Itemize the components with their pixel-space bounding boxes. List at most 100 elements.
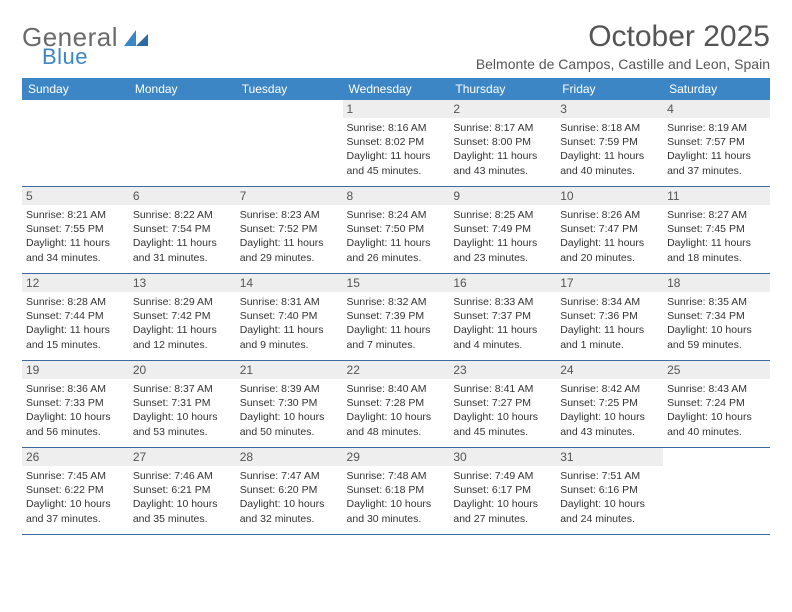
page: General Blue October 2025 Belmonte de Ca…	[0, 0, 792, 612]
calendar-cell: 23 Sunrise: 8:41 AMSunset: 7:27 PMDayligh…	[449, 361, 556, 448]
day-number: 17	[556, 274, 663, 292]
sunrise-line: Sunrise: 7:51 AM	[560, 469, 659, 483]
sunset-line: Sunset: 7:28 PM	[347, 396, 446, 410]
sunset-line: Sunset: 7:30 PM	[240, 396, 339, 410]
sunrise-line: Sunrise: 8:19 AM	[667, 121, 766, 135]
daylight-line: Daylight: 10 hours and 45 minutes.	[453, 410, 552, 438]
calendar-cell: 28Sunrise: 7:47 AMSunset: 6:20 PMDayligh…	[236, 448, 343, 535]
day-number: 15	[343, 274, 450, 292]
sunset-line: Sunset: 7:49 PM	[453, 222, 552, 236]
sunrise-line: Sunrise: 8:16 AM	[347, 121, 446, 135]
day-number: 9	[449, 187, 556, 205]
sunset-line: Sunset: 7:37 PM	[453, 309, 552, 323]
calendar-cell: 8Sunrise: 8:24 AMSunset: 7:50 PMDaylight…	[343, 187, 450, 274]
daylight-line: Daylight: 10 hours and 35 minutes.	[133, 497, 232, 525]
sunrise-line: Sunrise: 8:22 AM	[133, 208, 232, 222]
day-number: 31	[556, 448, 663, 466]
calendar-row: 5Sunrise: 8:21 AMSunset: 7:55 PMDaylight…	[22, 187, 770, 274]
day-number: 22	[343, 361, 450, 379]
sunset-line: Sunset: 7:59 PM	[560, 135, 659, 149]
sunset-line: Sunset: 7:39 PM	[347, 309, 446, 323]
calendar-cell: 14Sunrise: 8:31 AMSunset: 7:40 PMDayligh…	[236, 274, 343, 361]
daylight-line: Daylight: 10 hours and 40 minutes.	[667, 410, 766, 438]
sunset-line: Sunset: 7:27 PM	[453, 396, 552, 410]
day-number: 18	[663, 274, 770, 292]
sunrise-line: Sunrise: 8:39 AM	[240, 382, 339, 396]
sunrise-line: Sunrise: 7:49 AM	[453, 469, 552, 483]
weekday-header: Tuesday	[236, 78, 343, 100]
calendar-cell: 5Sunrise: 8:21 AMSunset: 7:55 PMDaylight…	[22, 187, 129, 274]
calendar-cell: 26Sunrise: 7:45 AMSunset: 6:22 PMDayligh…	[22, 448, 129, 535]
brand-logo: General Blue	[22, 22, 150, 53]
calendar-cell: 20Sunrise: 8:37 AMSunset: 7:31 PMDayligh…	[129, 361, 236, 448]
sunrise-line: Sunrise: 8:24 AM	[347, 208, 446, 222]
calendar-row: 12 Sunrise: 8:28 AMSunset: 7:44 PMDayligh…	[22, 274, 770, 361]
daylight-line: Daylight: 11 hours and 31 minutes.	[133, 236, 232, 264]
day-info: Sunrise: 8:35 AMSunset: 7:34 PMDaylight:…	[667, 295, 766, 352]
daylight-line: Daylight: 11 hours and 45 minutes.	[347, 149, 446, 177]
day-info: Sunrise: 8:33 AMSunset: 7:37 PMDaylight:…	[453, 295, 552, 352]
sunset-line: Sunset: 6:16 PM	[560, 483, 659, 497]
day-number: 3	[556, 100, 663, 118]
calendar-cell: 10Sunrise: 8:26 AMSunset: 7:47 PMDayligh…	[556, 187, 663, 274]
calendar-cell: 18 Sunrise: 8:35 AMSunset: 7:34 PMDayligh…	[663, 274, 770, 361]
sunset-line: Sunset: 7:54 PM	[133, 222, 232, 236]
day-number: 20	[129, 361, 236, 379]
weekday-header: Wednesday	[343, 78, 450, 100]
sunrise-line: Sunrise: 8:31 AM	[240, 295, 339, 309]
brand-name-2: Blue	[42, 44, 88, 69]
calendar-row: 26Sunrise: 7:45 AMSunset: 6:22 PMDayligh…	[22, 448, 770, 535]
day-number: 12	[22, 274, 129, 292]
day-info: Sunrise: 8:31 AMSunset: 7:40 PMDaylight:…	[240, 295, 339, 352]
day-info: Sunrise: 7:46 AMSunset: 6:21 PMDaylight:…	[133, 469, 232, 526]
sunrise-line: Sunrise: 8:21 AM	[26, 208, 125, 222]
day-number: 26	[22, 448, 129, 466]
day-info: Sunrise: 8:28 AMSunset: 7:44 PMDaylight:…	[26, 295, 125, 352]
day-number: 19	[22, 361, 129, 379]
calendar-cell: 30Sunrise: 7:49 AMSunset: 6:17 PMDayligh…	[449, 448, 556, 535]
sunrise-line: Sunrise: 8:34 AM	[560, 295, 659, 309]
day-number: 23	[449, 361, 556, 379]
calendar-cell	[129, 100, 236, 187]
sunrise-line: Sunrise: 8:35 AM	[667, 295, 766, 309]
calendar-row: 19Sunrise: 8:36 AMSunset: 7:33 PMDayligh…	[22, 361, 770, 448]
day-number: 2	[449, 100, 556, 118]
sunset-line: Sunset: 7:45 PM	[667, 222, 766, 236]
day-number: 4	[663, 100, 770, 118]
day-number: 11	[663, 187, 770, 205]
calendar-cell: 19Sunrise: 8:36 AMSunset: 7:33 PMDayligh…	[22, 361, 129, 448]
sunset-line: Sunset: 7:33 PM	[26, 396, 125, 410]
sunrise-line: Sunrise: 8:28 AM	[26, 295, 125, 309]
sunrise-line: Sunrise: 8:26 AM	[560, 208, 659, 222]
daylight-line: Daylight: 10 hours and 59 minutes.	[667, 323, 766, 351]
day-info: Sunrise: 8:18 AMSunset: 7:59 PMDaylight:…	[560, 121, 659, 178]
sunset-line: Sunset: 8:02 PM	[347, 135, 446, 149]
header: General Blue October 2025 Belmonte de Ca…	[22, 18, 770, 78]
daylight-line: Daylight: 11 hours and 40 minutes.	[560, 149, 659, 177]
calendar-cell: 6 Sunrise: 8:22 AMSunset: 7:54 PMDaylight…	[129, 187, 236, 274]
calendar-cell: 2Sunrise: 8:17 AMSunset: 8:00 PMDaylight…	[449, 100, 556, 187]
calendar-cell: 9 Sunrise: 8:25 AMSunset: 7:49 PMDaylight…	[449, 187, 556, 274]
sunrise-line: Sunrise: 8:33 AM	[453, 295, 552, 309]
day-number: 13	[129, 274, 236, 292]
sunset-line: Sunset: 6:20 PM	[240, 483, 339, 497]
daylight-line: Daylight: 11 hours and 26 minutes.	[347, 236, 446, 264]
sunset-line: Sunset: 7:55 PM	[26, 222, 125, 236]
day-info: Sunrise: 8:25 AMSunset: 7:49 PMDaylight:…	[453, 208, 552, 265]
day-info: Sunrise: 8:16 AMSunset: 8:02 PMDaylight:…	[347, 121, 446, 178]
calendar-cell: 29Sunrise: 7:48 AMSunset: 6:18 PMDayligh…	[343, 448, 450, 535]
calendar-cell: 12 Sunrise: 8:28 AMSunset: 7:44 PMDayligh…	[22, 274, 129, 361]
day-info: Sunrise: 8:34 AMSunset: 7:36 PMDaylight:…	[560, 295, 659, 352]
weekday-header: Friday	[556, 78, 663, 100]
daylight-line: Daylight: 11 hours and 15 minutes.	[26, 323, 125, 351]
weekday-row: SundayMondayTuesdayWednesdayThursdayFrid…	[22, 78, 770, 100]
day-info: Sunrise: 8:41 AMSunset: 7:27 PMDaylight:…	[453, 382, 552, 439]
calendar-cell: 4Sunrise: 8:19 AMSunset: 7:57 PMDaylight…	[663, 100, 770, 187]
day-info: Sunrise: 8:39 AMSunset: 7:30 PMDaylight:…	[240, 382, 339, 439]
sunset-line: Sunset: 6:17 PM	[453, 483, 552, 497]
sunrise-line: Sunrise: 8:23 AM	[240, 208, 339, 222]
day-info: Sunrise: 8:22 AMSunset: 7:54 PMDaylight:…	[133, 208, 232, 265]
daylight-line: Daylight: 10 hours and 53 minutes.	[133, 410, 232, 438]
day-number: 6	[129, 187, 236, 205]
sunset-line: Sunset: 7:31 PM	[133, 396, 232, 410]
